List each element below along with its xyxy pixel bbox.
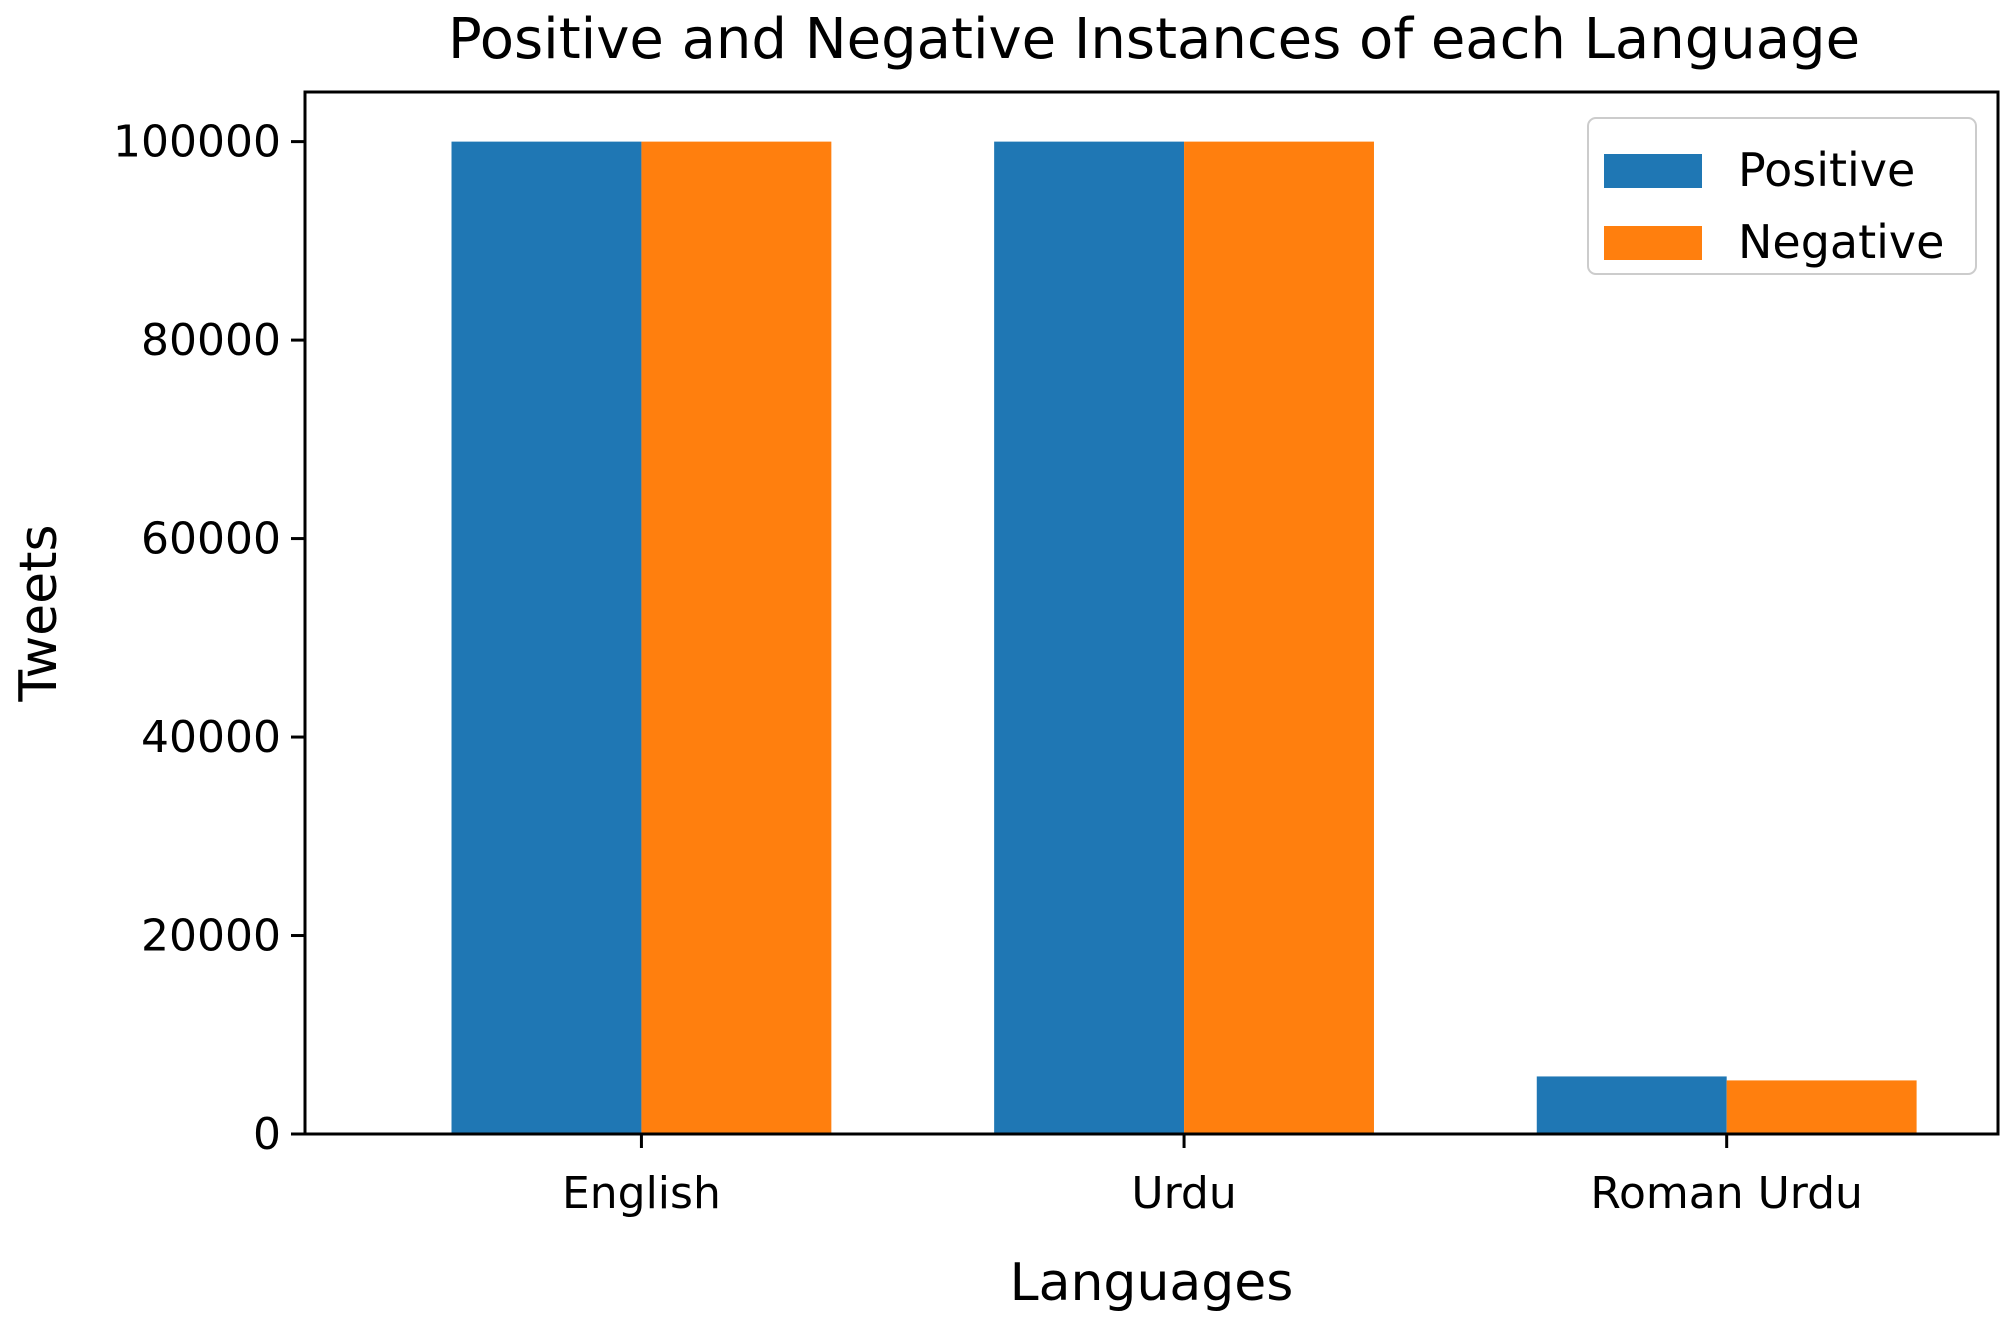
y-tick-label: 100000 xyxy=(113,117,281,168)
chart-title: Positive and Negative Instances of each … xyxy=(448,7,1860,72)
bar-positive-urdu xyxy=(994,141,1185,1135)
bar-negative-english xyxy=(641,141,832,1135)
y-tick-label: 0 xyxy=(253,1109,281,1160)
y-axis: 0 20000 40000 60000 80000 100000 xyxy=(113,117,305,1160)
legend-swatch-negative xyxy=(1604,226,1702,260)
x-tick-label: Urdu xyxy=(1131,1168,1236,1219)
y-tick-label: 60000 xyxy=(141,514,281,565)
x-axis-label: Languages xyxy=(1010,1253,1294,1313)
y-tick-label: 40000 xyxy=(141,712,281,763)
bar-positive-roman-urdu xyxy=(1536,1076,1727,1134)
bar-positive-english xyxy=(451,141,642,1135)
y-tick-label: 20000 xyxy=(141,911,281,962)
axes-frame xyxy=(303,90,2000,1136)
x-tick-label: English xyxy=(562,1168,721,1219)
bar-negative-urdu xyxy=(1184,141,1374,1135)
bar-negative-roman-urdu xyxy=(1726,1080,1917,1134)
plot-area xyxy=(451,141,1917,1135)
x-axis: English Urdu Roman Urdu xyxy=(562,1134,1863,1219)
y-tick-label: 80000 xyxy=(141,315,281,366)
y-axis-label: Tweets xyxy=(9,524,69,702)
legend: Positive Negative xyxy=(1587,117,1977,275)
legend-label-negative: Negative xyxy=(1738,215,1944,269)
legend-label-positive: Positive xyxy=(1738,143,1915,197)
x-tick-label: Roman Urdu xyxy=(1590,1168,1863,1219)
legend-swatch-positive xyxy=(1604,154,1702,188)
